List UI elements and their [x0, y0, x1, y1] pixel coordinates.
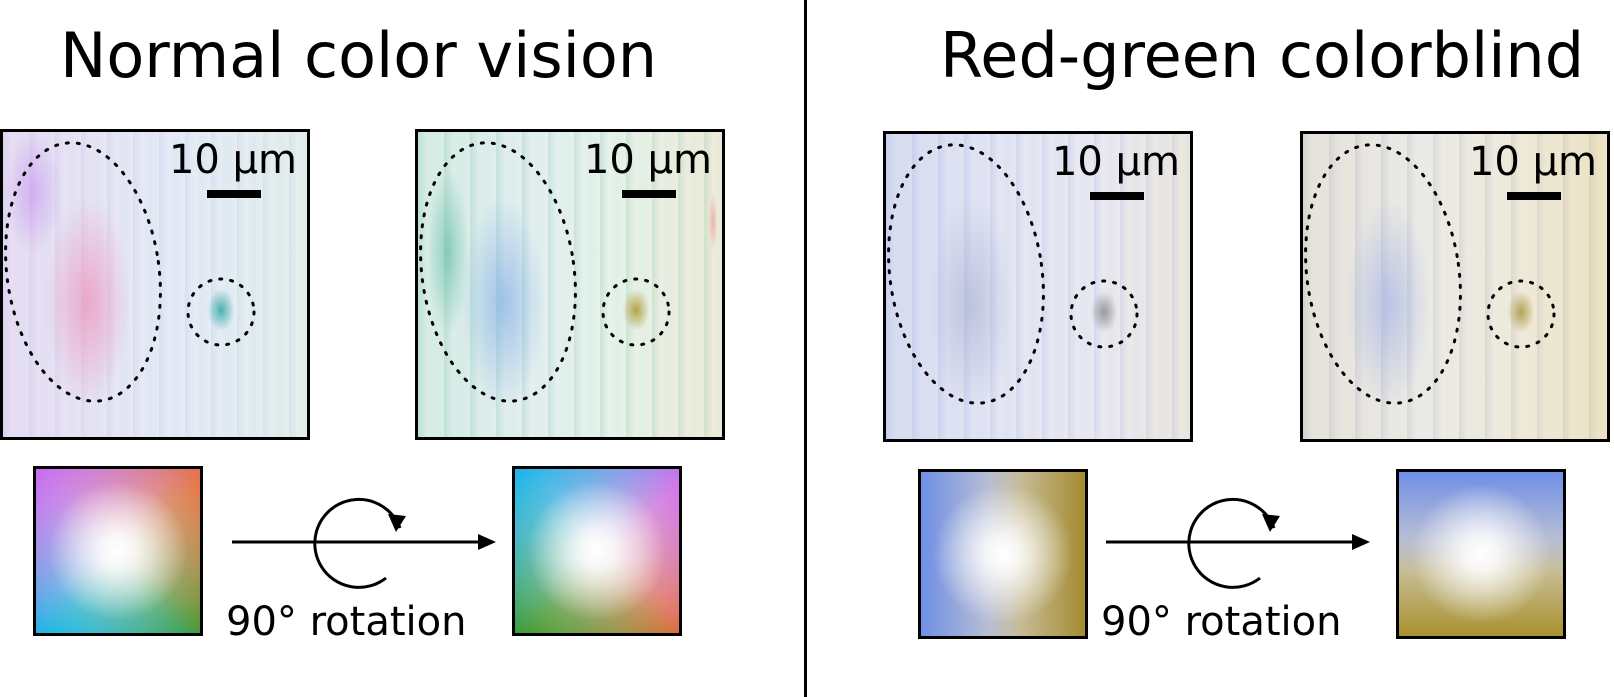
- panel-divider: [804, 0, 807, 697]
- rotation-label: 90° rotation: [226, 599, 467, 645]
- colorblind-color-wheel-original: [918, 469, 1088, 639]
- scale-bar: [1507, 192, 1561, 200]
- scale-bar-label: 10 µm: [583, 137, 712, 183]
- normal-right-roi-overlay: [419, 141, 671, 403]
- normal-micrograph-original: 10 µm: [0, 129, 310, 440]
- rotation-arrow-icon: [232, 497, 496, 589]
- scale-bar-label: 10 µm: [1051, 139, 1180, 185]
- normal-vision-title: Normal color vision: [60, 19, 658, 92]
- scale-bar: [207, 190, 261, 198]
- rotation-label: 90° rotation: [1101, 599, 1342, 645]
- scale-bar: [1090, 192, 1144, 200]
- colorblind-right-roi-overlay: [1304, 143, 1556, 405]
- scale-bar-label: 10 µm: [168, 137, 297, 183]
- rotation-arrow-icon: [1106, 497, 1370, 589]
- normal-color-wheel-rotated: [512, 466, 682, 636]
- colorblind-title: Red-green colorblind: [940, 19, 1585, 92]
- colorblind-micrograph-original: 10 µm: [883, 131, 1193, 442]
- normal-left-roi-overlay: [4, 141, 256, 403]
- normal-color-wheel-original: [33, 466, 203, 636]
- scale-bar-label: 10 µm: [1468, 139, 1597, 185]
- colorblind-micrograph-rotated: 10 µm: [1300, 131, 1610, 442]
- normal-micrograph-rotated: 10 µm: [415, 129, 725, 440]
- scale-bar: [622, 190, 676, 198]
- colorblind-color-wheel-rotated: [1396, 469, 1566, 639]
- colorblind-left-roi-overlay: [887, 143, 1139, 405]
